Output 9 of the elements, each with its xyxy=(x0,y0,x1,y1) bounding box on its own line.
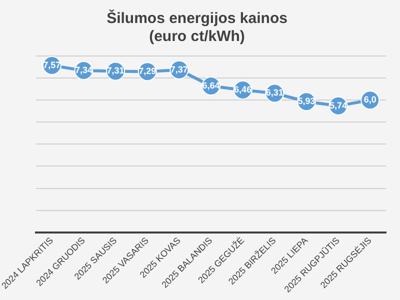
data-label: 7,29 xyxy=(138,66,156,76)
data-label: 6,0 xyxy=(364,94,376,105)
data-label: 6,31 xyxy=(266,88,284,98)
data-label: 6,64 xyxy=(202,80,220,90)
data-label: 7,37 xyxy=(170,64,188,74)
data-label: 5,93 xyxy=(298,96,316,106)
data-label: 7,31 xyxy=(106,66,124,76)
data-label: 7,57 xyxy=(43,60,61,70)
chart-title: Šilumos energijos kainos (euro ct/kWh) xyxy=(106,9,288,46)
